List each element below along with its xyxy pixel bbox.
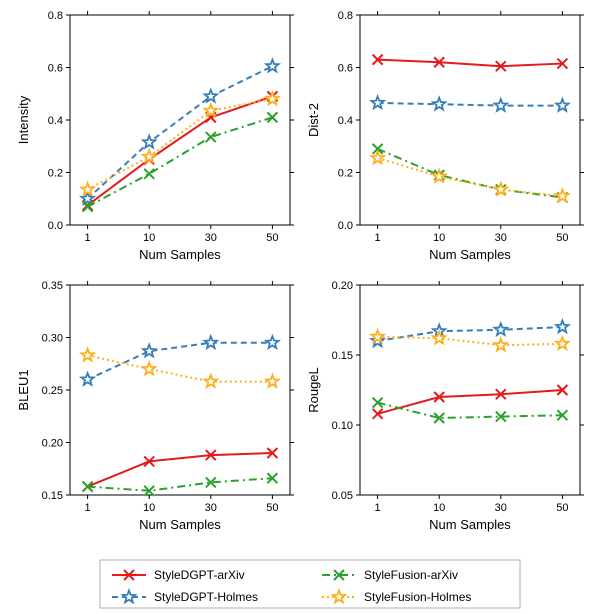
ytick-label: 0.8: [338, 10, 353, 22]
legend-label: StyleDGPT-Holmes: [154, 590, 258, 604]
xtick-label: 30: [495, 232, 507, 244]
xlabel: Num Samples: [139, 247, 221, 262]
xtick-label: 1: [85, 502, 91, 514]
ytick-label: 0.25: [42, 385, 63, 397]
series-line-StyleDGPT-Holmes: [88, 343, 273, 380]
chart-figure: 0.0 0.2 0.4 0.6 0.8 1 10 30 50 Num Samples Intensi…: [0, 0, 604, 614]
xlabel: Num Samples: [139, 517, 221, 532]
series-line-StyleDGPT-arXiv: [378, 60, 563, 67]
ytick-label: 0.2: [48, 168, 63, 180]
xtick-label: 10: [433, 502, 445, 514]
panel-intensity: 0.0 0.2 0.4 0.6 0.8 1 10 30 50 Num Samples Intensi…: [16, 10, 294, 262]
ytick-label: 0.30: [42, 333, 63, 345]
series-line-StyleDGPT-Holmes: [88, 66, 273, 199]
ytick-label: 0.20: [332, 280, 353, 292]
series-line-StyleFusion-arXiv: [378, 403, 563, 418]
panel-dist2: 0.0 0.2 0.4 0.6 0.8 1 10 30 50 Num Samples Dist-2: [306, 10, 584, 262]
ytick-label: 0.2: [338, 168, 353, 180]
panel-bleu1: 0.15 0.20 0.25 0.30 0.35 1 10 30 50 Num Samples BL…: [16, 280, 294, 532]
ytick-label: 0.10: [332, 420, 353, 432]
panel-rougel: 0.05 0.10 0.15 0.20 1 10 30 50 Num Samples RougeL: [306, 280, 584, 532]
ytick-label: 0.05: [332, 490, 353, 502]
ytick-label: 0.6: [338, 63, 353, 75]
series-line-StyleFusion-Holmes: [378, 337, 563, 345]
series-line-StyleDGPT-Holmes: [378, 103, 563, 106]
legend-label: StyleDGPT-arXiv: [154, 568, 245, 582]
series-line-StyleDGPT-Holmes: [378, 327, 563, 341]
xlabel: Num Samples: [429, 247, 511, 262]
xtick-label: 10: [143, 502, 155, 514]
ytick-label: 0.4: [48, 115, 63, 127]
series-line-StyleFusion-Holmes: [378, 158, 563, 196]
ytick-label: 0.15: [42, 490, 63, 502]
xtick-label: 30: [205, 232, 217, 244]
xtick-label: 50: [556, 232, 568, 244]
ytick-label: 0.15: [332, 350, 353, 362]
ylabel: BLEU1: [16, 369, 31, 410]
series-line-StyleFusion-Holmes: [88, 99, 273, 190]
series-line-StyleDGPT-arXiv: [378, 390, 563, 414]
xtick-label: 30: [205, 502, 217, 514]
ytick-label: 0.20: [42, 438, 63, 450]
ytick-label: 0.0: [338, 220, 353, 232]
ytick-label: 0.0: [48, 220, 63, 232]
series-line-StyleFusion-Holmes: [88, 355, 273, 381]
xtick-label: 1: [85, 232, 91, 244]
xtick-label: 10: [433, 232, 445, 244]
ylabel: RougeL: [306, 367, 321, 413]
series-line-StyleFusion-arXiv: [378, 149, 563, 198]
xtick-label: 50: [266, 502, 278, 514]
legend-label: StyleFusion-Holmes: [364, 590, 471, 604]
ytick-label: 0.4: [338, 115, 353, 127]
series-line-StyleDGPT-arXiv: [88, 96, 273, 205]
ylabel: Intensity: [16, 95, 31, 144]
xtick-label: 50: [266, 232, 278, 244]
series-line-StyleFusion-arXiv: [88, 117, 273, 206]
legend: StyleDGPT-arXiv StyleFusion-arXiv StyleDGP…: [100, 560, 520, 608]
xtick-label: 10: [143, 232, 155, 244]
xtick-label: 1: [375, 502, 381, 514]
xtick-label: 1: [375, 232, 381, 244]
series-line-StyleDGPT-arXiv: [88, 453, 273, 487]
legend-label: StyleFusion-arXiv: [364, 568, 458, 582]
ytick-label: 0.8: [48, 10, 63, 22]
ytick-label: 0.6: [48, 63, 63, 75]
ylabel: Dist-2: [306, 103, 321, 137]
xtick-label: 50: [556, 502, 568, 514]
series-line-StyleFusion-arXiv: [88, 478, 273, 491]
xtick-label: 30: [495, 502, 507, 514]
ytick-label: 0.35: [42, 280, 63, 292]
xlabel: Num Samples: [429, 517, 511, 532]
